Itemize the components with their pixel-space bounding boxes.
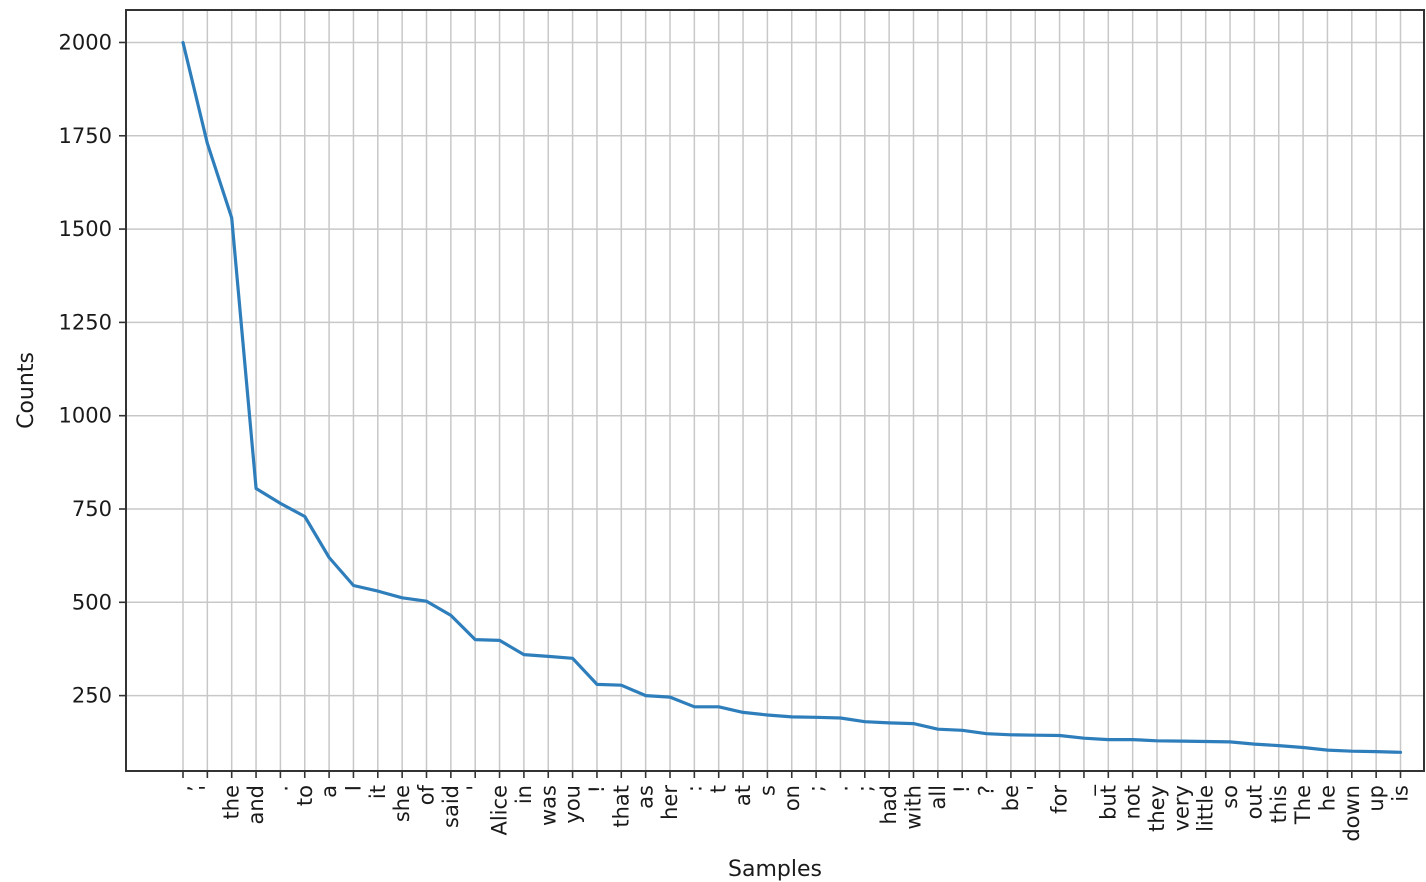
x-tick-label: is xyxy=(1389,785,1413,802)
x-tick-label: on xyxy=(780,785,804,811)
x-tick-label: : xyxy=(682,785,706,792)
y-tick-label: 1500 xyxy=(59,217,112,241)
x-axis-label: Samples xyxy=(728,857,822,882)
y-axis-label: Counts xyxy=(14,352,39,429)
x-tick-label: with xyxy=(902,785,926,830)
x-tick-label: _ xyxy=(1072,785,1097,797)
y-axis-ticks: 250 500 750 1000 1250 1500 1750 2000 xyxy=(59,30,126,708)
x-tick-label: out xyxy=(1242,785,1266,819)
x-tick-label: in xyxy=(512,785,536,804)
plot-area-frame xyxy=(125,9,1425,772)
x-tick-label: up xyxy=(1364,785,1388,812)
x-tick-label: ; xyxy=(804,785,828,792)
grid xyxy=(126,10,1424,771)
y-tick-label: 1250 xyxy=(59,310,112,334)
x-tick-label: The xyxy=(1291,785,1315,825)
x-tick-label: Alice xyxy=(488,785,512,836)
x-tick-label: a xyxy=(317,785,341,798)
x-tick-label: . xyxy=(268,785,292,792)
x-tick-label: of xyxy=(415,784,439,805)
x-tick-label: at xyxy=(731,785,755,806)
y-tick-label: 2000 xyxy=(59,30,112,54)
x-tick-label: but xyxy=(1096,785,1120,820)
x-tick-label: , xyxy=(171,785,195,792)
x-tick-label: ' xyxy=(195,785,219,791)
x-tick-label: very xyxy=(1169,785,1193,831)
x-tick-label: as xyxy=(634,785,658,809)
x-tick-label: that xyxy=(609,785,633,828)
x-tick-label: it xyxy=(366,785,390,799)
y-tick-label: 1000 xyxy=(59,404,112,428)
x-tick-label: she xyxy=(390,785,414,822)
x-tick-label: he xyxy=(1315,785,1339,811)
y-tick-label: 1750 xyxy=(59,124,112,148)
x-tick-label: ; xyxy=(853,785,877,792)
x-tick-label: you xyxy=(561,785,585,824)
x-tick-label: her xyxy=(658,785,682,820)
x-tick-label: the xyxy=(220,785,244,819)
x-tick-label: ? xyxy=(975,785,999,796)
x-tick-label: down xyxy=(1340,785,1364,842)
x-tick-label: little xyxy=(1194,785,1218,832)
x-tick-label: be xyxy=(999,785,1023,811)
y-tick-label: 250 xyxy=(72,684,112,708)
x-tick-label: all xyxy=(926,785,950,810)
x-tick-label: t xyxy=(707,785,731,793)
y-tick-label: 750 xyxy=(72,497,112,521)
x-tick-label: . xyxy=(828,785,852,792)
x-tick-label: for xyxy=(1048,785,1072,814)
x-tick-label: s xyxy=(755,785,779,796)
counts-series-line xyxy=(181,40,1403,754)
x-tick-label: ' xyxy=(1023,785,1047,791)
x-tick-label: to xyxy=(293,785,317,806)
x-tick-label: this xyxy=(1267,785,1291,823)
x-tick-label: was xyxy=(536,785,560,826)
x-tick-label: I xyxy=(341,785,365,791)
x-tick-label: said xyxy=(439,785,463,828)
x-tick-label: and xyxy=(244,785,268,825)
x-tick-label: they xyxy=(1145,785,1169,832)
x-tick-label: ' xyxy=(463,785,487,791)
x-tick-label: so xyxy=(1218,785,1242,809)
x-tick-label: ! xyxy=(585,785,609,793)
x-tick-label: ! xyxy=(950,785,974,793)
y-tick-label: 500 xyxy=(72,590,112,614)
x-tick-label: not xyxy=(1121,785,1145,819)
x-tick-label: had xyxy=(877,785,901,825)
